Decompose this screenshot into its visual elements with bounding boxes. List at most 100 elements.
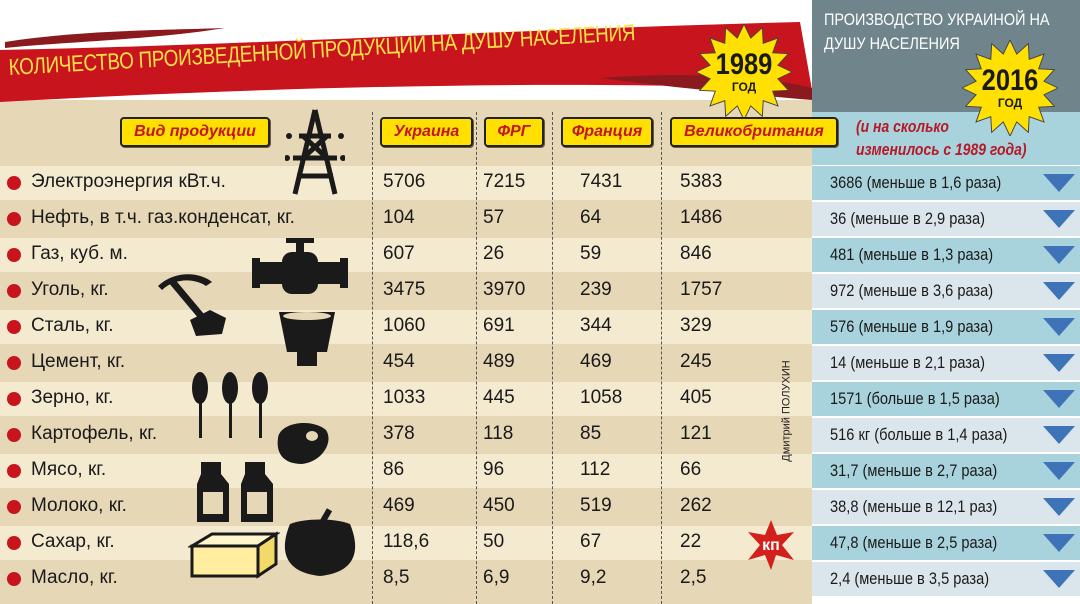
row-background-2016 <box>812 346 1080 380</box>
value-france: 7431 <box>580 171 623 192</box>
column-header-uk: Великобритания <box>670 117 838 147</box>
arrow-down-icon <box>1043 390 1075 408</box>
product-name: Мясо, кг. <box>31 459 107 480</box>
row-background-2016 <box>812 274 1080 308</box>
value-france: 519 <box>580 495 612 516</box>
row-background <box>0 166 812 200</box>
arrow-down-icon <box>1043 534 1075 552</box>
arrow-down-icon <box>1043 174 1075 192</box>
value-frg: 450 <box>483 495 515 516</box>
value-france: 469 <box>580 351 612 372</box>
right-subtitle-line-2: изменилось с 1989 года) <box>856 140 1027 159</box>
author-credit: Дмитрий ПОЛУХИН <box>780 360 793 462</box>
value-frg: 3970 <box>483 279 526 300</box>
product-name: Молоко, кг. <box>31 495 127 516</box>
row-background-2016 <box>812 562 1080 596</box>
value-france: 112 <box>580 459 611 480</box>
value-france: 239 <box>580 279 612 300</box>
year-2016: 2016 <box>981 64 1039 97</box>
product-name: Сахар, кг. <box>31 531 115 552</box>
kp-logo-icon: кп <box>748 520 794 570</box>
table-row: Картофель, кг. 378 118 85 121 516 кг (больше … <box>0 417 1080 453</box>
table-row: Цемент, кг. 454 489 469 245 14 (меньше в 2,1 … <box>0 345 1080 381</box>
value-frg: 118 <box>483 423 514 444</box>
column-header-product: Вид продукции <box>120 117 270 147</box>
row-background <box>0 382 812 416</box>
value-frg: 445 <box>483 387 515 408</box>
product-name: Электроэнергия кВт.ч. <box>31 171 226 192</box>
value-frg: 7215 <box>483 171 526 192</box>
row-background-2016 <box>812 454 1080 488</box>
value-uk: 1757 <box>680 279 723 300</box>
ukraine-2016-value: 516 кг (больше в 1,4 раза) <box>830 425 1008 444</box>
steel-ladle-icon <box>279 312 335 366</box>
value-france: 67 <box>580 531 602 552</box>
row-background <box>0 202 812 236</box>
table-row: Мясо, кг. 86 96 112 66 31,7 (меньше в 2,7 раз… <box>0 453 1080 489</box>
table-row: Сахар, кг. 118,6 50 67 22 47,8 (меньше в 2,5 … <box>0 525 1080 561</box>
arrow-down-icon <box>1043 354 1075 372</box>
table-row: Уголь, кг. 3475 3970 239 1757 972 (меньше в 3… <box>0 273 1080 309</box>
ukraine-2016-value: 38,8 (меньше в 12,1 раз) <box>830 497 998 516</box>
value-uk: 1486 <box>680 207 723 228</box>
ukraine-2016-value: 36 (меньше в 2,9 раза) <box>830 209 986 228</box>
value-frg: 50 <box>483 531 505 552</box>
row-background-2016 <box>812 526 1080 560</box>
kp-logo: кп <box>746 520 796 570</box>
bullet-icon <box>7 284 21 298</box>
ukraine-2016-value: 972 (меньше в 3,6 раза) <box>830 281 994 300</box>
arrow-down-icon <box>1043 318 1075 336</box>
value-france: 59 <box>580 243 602 264</box>
bullet-icon <box>7 392 21 406</box>
year-2016-label: ГОД <box>997 96 1023 110</box>
column-header-france: Франция <box>561 117 653 147</box>
value-uk: 121 <box>680 423 712 444</box>
ukraine-2016-value: 1571 (больше в 1,5 раза) <box>830 389 1000 408</box>
table-row: Электроэнергия кВт.ч. 5706 7215 7431 5383 368… <box>0 165 1080 201</box>
value-uk: 405 <box>680 387 712 408</box>
year-1989-badge: 1989 ГОД <box>696 24 792 120</box>
starburst-icon <box>696 24 792 120</box>
bullet-icon <box>7 428 21 442</box>
column-header-frg: ФРГ <box>484 117 544 147</box>
table-row: Зерно, кг. 1033 445 1058 405 1571 (больше в 1… <box>0 381 1080 417</box>
year-1989-label: ГОД <box>731 80 757 94</box>
value-ukraine: 5706 <box>383 171 426 192</box>
value-ukraine: 1033 <box>383 387 426 408</box>
row-background-2016 <box>812 382 1080 416</box>
column-divider <box>661 112 662 604</box>
row-background <box>0 454 812 488</box>
arrow-down-icon <box>1043 498 1075 516</box>
right-subtitle: (и на сколько изменилось с 1989 года) <box>856 115 1026 161</box>
bullet-icon <box>7 500 21 514</box>
value-uk: 846 <box>680 243 712 264</box>
table-row: Сталь, кг. 1060 691 344 329 576 (меньше в 1,9… <box>0 309 1080 345</box>
value-uk: 2,5 <box>680 567 707 588</box>
coal-pickaxe-icon <box>158 274 226 336</box>
ukraine-2016-value: 481 (меньше в 1,3 раза) <box>830 245 994 264</box>
product-name: Картофель, кг. <box>31 423 158 444</box>
arrow-down-icon <box>1043 570 1075 588</box>
meat-icon <box>277 423 329 464</box>
year-2016-badge: 2016 ГОД <box>962 40 1058 136</box>
row-background <box>0 346 812 380</box>
value-ukraine: 86 <box>383 459 405 480</box>
product-name: Зерно, кг. <box>31 387 114 408</box>
row-background-2016 <box>812 202 1080 236</box>
bullet-icon <box>7 176 21 190</box>
milk-bottles-icon <box>197 462 273 522</box>
bullet-icon <box>7 212 21 226</box>
ukraine-2016-value: 31,7 (меньше в 2,7 раза) <box>830 461 998 480</box>
value-france: 64 <box>580 207 602 228</box>
product-name: Нефть, в т.ч. газ.конденсат, кг. <box>31 207 295 228</box>
value-uk: 5383 <box>680 171 723 192</box>
row-background-2016 <box>812 418 1080 452</box>
power-tower-icon <box>285 109 345 195</box>
value-ukraine: 118,6 <box>383 531 430 552</box>
value-ukraine: 469 <box>383 495 415 516</box>
bullet-icon <box>7 572 21 586</box>
value-frg: 26 <box>483 243 505 264</box>
right-subtitle-line-1: (и на сколько <box>856 117 949 136</box>
arrow-down-icon <box>1043 282 1075 300</box>
butter-icon <box>188 531 280 579</box>
